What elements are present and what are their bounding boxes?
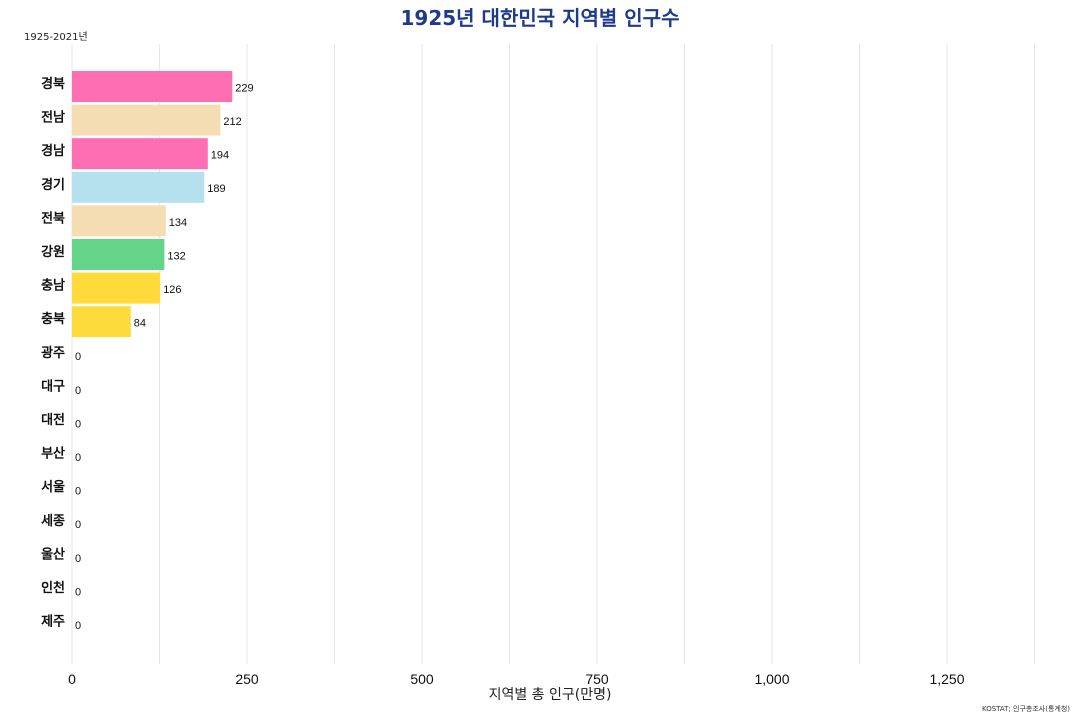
category-label: 경기 (41, 177, 65, 193)
value-label: 0 (75, 385, 81, 397)
value-label: 0 (75, 452, 81, 464)
category-label: 전북 (41, 210, 65, 226)
bars: 경북 229 전남 212 경남 194 경기 189 전북 134 강원 132 충남 126 충북 84 광… (41, 71, 254, 632)
value-label: 229 (235, 82, 253, 94)
source-note: KOSTAT; 인구총조사(통계청) (982, 705, 1070, 713)
x-tick-label: 500 (410, 671, 434, 687)
x-ticks: 0 250 500 750 1,000 1,250 (68, 671, 965, 687)
x-tick-label: 750 (585, 671, 609, 687)
category-label: 울산 (41, 546, 65, 562)
category-label: 충남 (41, 278, 65, 294)
bar (72, 71, 233, 102)
value-label: 0 (75, 519, 81, 531)
category-label: 인천 (41, 580, 65, 596)
value-label: 0 (75, 418, 81, 430)
category-label: 부산 (41, 446, 65, 462)
value-label: 0 (75, 586, 81, 598)
gridlines (71, 44, 1035, 664)
x-axis-label: 지역별 총 인구(만명) (489, 687, 612, 703)
bar (72, 239, 165, 270)
value-label: 126 (163, 284, 181, 296)
bar (72, 171, 205, 203)
bar (72, 104, 221, 136)
x-tick-label: 0 (68, 671, 76, 687)
category-label: 대전 (41, 412, 65, 428)
category-label: 경북 (41, 76, 65, 92)
category-label: 대구 (41, 379, 65, 394)
category-label: 세종 (41, 514, 65, 529)
value-label: 0 (75, 620, 81, 632)
bar (72, 205, 166, 237)
value-label: 189 (207, 183, 225, 195)
value-label: 0 (75, 486, 81, 498)
category-label: 경남 (41, 143, 65, 159)
category-label: 서울 (41, 479, 65, 495)
value-label: 132 (167, 250, 185, 262)
value-label: 0 (75, 553, 81, 565)
x-tick-label: 1,250 (929, 671, 964, 687)
category-label: 전남 (41, 110, 65, 126)
value-label: 84 (134, 318, 146, 330)
category-label: 광주 (41, 346, 65, 361)
bar (72, 272, 161, 304)
x-tick-label: 1,000 (754, 671, 789, 687)
chart-title: 1925년 대한민국 지역별 인구수 (400, 6, 680, 30)
value-label: 134 (169, 217, 187, 229)
bar (72, 306, 131, 338)
bar (72, 138, 208, 170)
value-label: 194 (211, 150, 229, 162)
chart-subtitle: 1925-2021년 (24, 32, 88, 43)
value-label: 0 (75, 351, 81, 363)
category-label: 충북 (41, 311, 65, 327)
x-tick-label: 250 (235, 671, 259, 687)
category-label: 제주 (41, 615, 65, 630)
category-label: 강원 (41, 244, 65, 260)
value-label: 212 (223, 116, 241, 128)
